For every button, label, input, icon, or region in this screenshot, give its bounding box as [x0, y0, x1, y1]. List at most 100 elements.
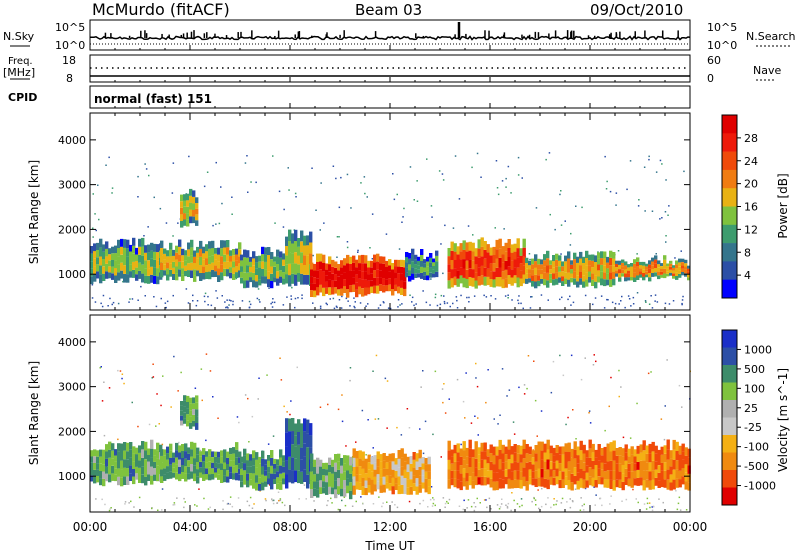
heatmap-cell: [232, 261, 236, 268]
heatmap-cell: [621, 273, 625, 277]
scatter-point: [452, 227, 455, 229]
scatter-point: [600, 295, 603, 297]
heatmap-cell: [492, 246, 496, 255]
scatter-point: [231, 196, 233, 198]
heatmap-cell: [528, 461, 532, 470]
heatmap-cell: [397, 458, 401, 468]
heatmap-cell: [489, 453, 493, 462]
heatmap-cell: [276, 264, 280, 272]
heatmap-cell: [537, 258, 541, 265]
scatter-point: [635, 498, 637, 500]
heatmap-cell: [184, 255, 188, 261]
heatmap-cell: [525, 453, 529, 463]
scatter-point: [382, 502, 384, 504]
scatter-point: [92, 193, 94, 195]
heatmap-cell: [120, 452, 124, 461]
scatter-point: [159, 207, 162, 210]
heatmap-cell: [412, 459, 416, 468]
heatmap-cell: [181, 248, 185, 256]
heatmap-cell: [175, 450, 179, 458]
heatmap-cell: [376, 253, 380, 262]
heatmap-cell: [147, 244, 151, 253]
heatmap-cell: [114, 253, 118, 261]
heatmap-cell: [340, 267, 344, 275]
heatmap-cell: [195, 423, 199, 430]
heatmap-cell: [132, 245, 136, 254]
heatmap-cell: [111, 473, 115, 481]
heatmap-cell: [567, 480, 571, 490]
heatmap-cell: [624, 460, 628, 469]
heatmap-cell: [516, 470, 520, 480]
heatmap-cell: [195, 220, 199, 226]
colorbar-swatch: [722, 417, 737, 436]
scatter-point: [645, 301, 647, 303]
heatmap-cell: [510, 269, 514, 278]
heatmap-cell: [465, 481, 469, 490]
heatmap-cell: [462, 249, 466, 260]
scatter-point: [636, 253, 638, 255]
heatmap-cell: [513, 259, 517, 268]
scatter-point: [420, 386, 422, 388]
heatmap-cell: [373, 254, 377, 263]
heatmap-cell: [202, 467, 206, 475]
heatmap-cell: [681, 451, 685, 460]
heatmap-cell: [684, 266, 688, 270]
heatmap-cell: [202, 448, 206, 455]
heatmap-cell: [309, 253, 313, 265]
heatmap-cell: [468, 467, 472, 477]
scatter-point: [107, 305, 109, 307]
scatter-point: [536, 435, 538, 437]
scatter-point: [108, 156, 110, 159]
heatmap-cell: [99, 256, 103, 266]
heatmap-cell: [558, 255, 562, 261]
scatter-point: [282, 226, 285, 228]
heatmap-cell: [687, 274, 691, 278]
heatmap-cell: [193, 263, 197, 270]
scatter-point: [458, 198, 461, 200]
heatmap-cell: [609, 258, 613, 266]
heatmap-cell: [412, 475, 416, 484]
heatmap-cell: [418, 467, 422, 476]
scatter-point: [668, 303, 671, 305]
scatter-point: [222, 508, 224, 511]
scatter-point: [315, 209, 317, 211]
heatmap-cell: [684, 481, 688, 490]
heatmap-cell: [495, 267, 499, 278]
heatmap-cell: [261, 482, 265, 491]
scatter-point: [91, 297, 94, 299]
heatmap-cell: [594, 480, 598, 488]
heatmap-cell: [546, 479, 550, 490]
heatmap-cell: [150, 448, 154, 458]
heatmap-cell: [549, 260, 553, 265]
heatmap-cell: [322, 254, 326, 263]
heatmap-cell: [114, 275, 118, 283]
scatter-point: [173, 355, 175, 358]
heatmap-cell: [645, 274, 649, 278]
scatter-point: [521, 504, 523, 507]
heatmap-cell: [636, 257, 640, 262]
scatter-point: [396, 506, 399, 509]
heatmap-cell: [319, 269, 323, 277]
heatmap-cell: [93, 449, 97, 457]
scatter-point: [389, 307, 392, 310]
scatter-point: [508, 389, 511, 391]
heatmap-cell: [408, 270, 412, 276]
heatmap-cell: [633, 478, 637, 486]
heatmap-cell: [687, 457, 691, 466]
heatmap-cell: [651, 273, 655, 277]
heatmap-cell: [358, 474, 362, 483]
heatmap-cell: [361, 486, 365, 495]
heatmap-cell: [415, 453, 419, 462]
heatmap-cell: [672, 479, 676, 490]
scatter-point: [204, 292, 207, 295]
heatmap-cell: [468, 476, 472, 486]
heatmap-cell: [459, 465, 463, 474]
scatter-point: [646, 502, 649, 505]
scatter-point: [434, 370, 437, 373]
heatmap-cell: [570, 278, 574, 283]
heatmap-cell: [322, 271, 326, 280]
heatmap-cell: [337, 469, 341, 478]
heatmap-cell: [180, 194, 184, 202]
heatmap-cell: [406, 464, 410, 472]
